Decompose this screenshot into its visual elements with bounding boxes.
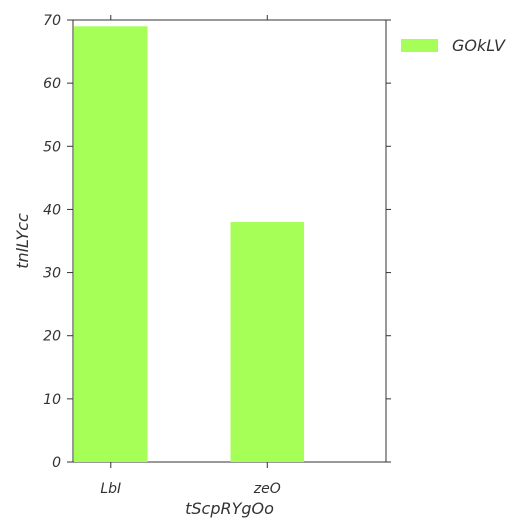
x-tick-label: zeO [253, 481, 281, 497]
x-tick-label: LbI [100, 481, 121, 497]
bar-LbI [74, 26, 148, 463]
x-axis-ticks: LbI zeO [100, 15, 281, 497]
y-tick-label: 70 [43, 13, 61, 29]
y-tick-label: 0 [52, 455, 61, 471]
y-tick-label: 60 [43, 76, 61, 92]
legend-label: GOkLV [452, 36, 506, 55]
plot-frame [72, 19, 387, 463]
y-tick-label: 10 [43, 392, 61, 408]
bars [74, 26, 305, 463]
y-tick-label: 20 [43, 329, 61, 345]
y-tick-label: 40 [43, 202, 61, 218]
x-axis-label: tScpRYgOo [185, 499, 274, 518]
y-axis-ticks: 0 10 20 30 40 50 60 70 [43, 13, 391, 471]
legend-swatch [401, 39, 438, 52]
plot-border [72, 19, 387, 463]
bar-zeO [230, 222, 305, 462]
y-tick-label: 50 [43, 139, 61, 155]
y-tick-label: 30 [43, 266, 61, 282]
legend: GOkLV [401, 36, 506, 55]
y-axis-label: tnlLYcc [13, 213, 32, 269]
